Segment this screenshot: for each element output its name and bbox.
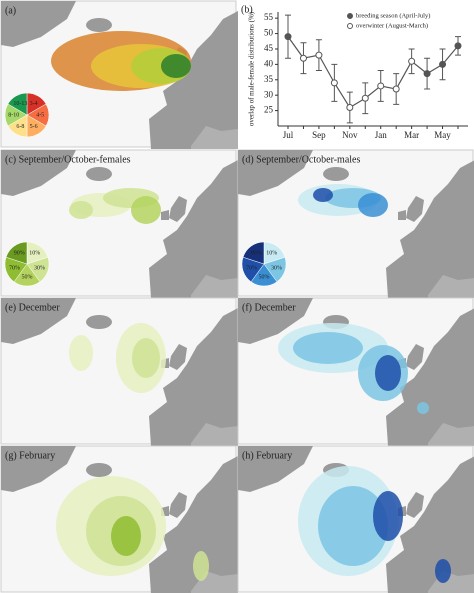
x-tick-label: Mar [404, 130, 419, 140]
map-panel: (e) December [0, 297, 238, 446]
map-panel: (c) September/October-females 10% 30%50%70… [0, 149, 238, 298]
map-panel: (d) September/October-males 10% 30%50%70% 9… [237, 149, 474, 298]
legend-label: 50% [259, 275, 270, 281]
legend-label: 50% [22, 275, 33, 281]
density-blob [132, 338, 160, 378]
y-axis-label: overlap of male-female distributions (%) [248, 11, 256, 126]
line-segment [395, 61, 413, 90]
x-tick-label: Jul [283, 130, 294, 140]
legend-label: 30% [271, 265, 282, 271]
line-segment [442, 45, 459, 65]
marker [377, 82, 385, 90]
density-blob [417, 402, 429, 414]
legend-marker [347, 13, 353, 19]
legend-label: 8-10 [8, 112, 19, 118]
legend-wedge [242, 241, 265, 265]
panel-label: (g) February [5, 450, 55, 461]
marker [330, 79, 338, 87]
marker [423, 70, 431, 78]
marker [392, 85, 400, 93]
y-tick-label: 45 [264, 43, 274, 53]
density-blob [193, 551, 209, 581]
density-blob [111, 516, 141, 556]
legend-wedge [5, 241, 28, 265]
marker [361, 94, 369, 102]
map-panel: (h) February [237, 445, 474, 593]
line-segment [318, 54, 335, 84]
panel-label: (h) February [242, 450, 292, 461]
marker [299, 54, 307, 62]
y-tick-label: 35 [264, 74, 274, 84]
legend-label: 4-5 [36, 112, 44, 118]
panel-label: (d) September/October-males [242, 154, 360, 165]
density-blob [358, 193, 388, 217]
map-panel: (f) December [237, 297, 474, 446]
panel-label: (e) December [5, 302, 60, 313]
marker [346, 104, 354, 112]
y-tick-label: 30 [264, 89, 274, 99]
y-tick-label: 55 [264, 12, 274, 22]
density-blob [161, 54, 191, 78]
panel-label: (f) December [242, 302, 296, 313]
panel-label: (b) [241, 4, 253, 15]
density-blob [293, 332, 363, 364]
marker [408, 57, 416, 65]
density-blob [435, 559, 451, 583]
legend-label: breeding season (April-July) [356, 12, 430, 19]
x-tick-label: Sep [312, 130, 326, 140]
legend-label: 90% [251, 251, 262, 257]
x-tick-label: Nov [342, 130, 358, 140]
legend-label: 70% [9, 265, 20, 271]
x-tick-label: Jan [375, 130, 387, 140]
legend-label: 10% [266, 251, 277, 257]
panel-label: (a) [5, 5, 16, 16]
y-tick-label: 50 [264, 28, 274, 38]
marker [454, 42, 462, 50]
density-blob [131, 196, 161, 224]
panel-label: (c) September/October-females [5, 154, 131, 165]
line-segment [287, 36, 304, 59]
density-blob [375, 355, 401, 391]
y-tick-label: 40 [264, 58, 274, 68]
legend-label: 90% [14, 251, 25, 257]
y-tick-label: 25 [264, 105, 274, 115]
map-panel: (a) 3-4 4-5 5-6 6-8 8-10 10-13 [0, 0, 238, 149]
marker [284, 33, 292, 41]
legend-label: 70% [246, 265, 257, 271]
x-tick-label: May [434, 130, 451, 140]
marker [315, 51, 323, 59]
density-blob [318, 486, 388, 566]
legend-label: 30% [34, 265, 45, 271]
legend-marker [347, 23, 353, 29]
marker [439, 60, 447, 68]
legend-label: 5-6 [30, 124, 38, 130]
line-segment [333, 82, 351, 108]
map-panel: (g) February [0, 445, 238, 593]
density-blob [69, 201, 93, 219]
legend-label: 6-8 [16, 124, 24, 130]
legend-label: 10-13 [13, 101, 27, 107]
density-blob [313, 188, 333, 202]
density-blob [373, 491, 403, 541]
density-blob [69, 335, 93, 371]
legend-label: 10% [29, 251, 40, 257]
legend-label: overwinter (August-March) [356, 22, 428, 29]
legend-label: 3-4 [30, 101, 38, 107]
legend-wedge [7, 92, 28, 116]
